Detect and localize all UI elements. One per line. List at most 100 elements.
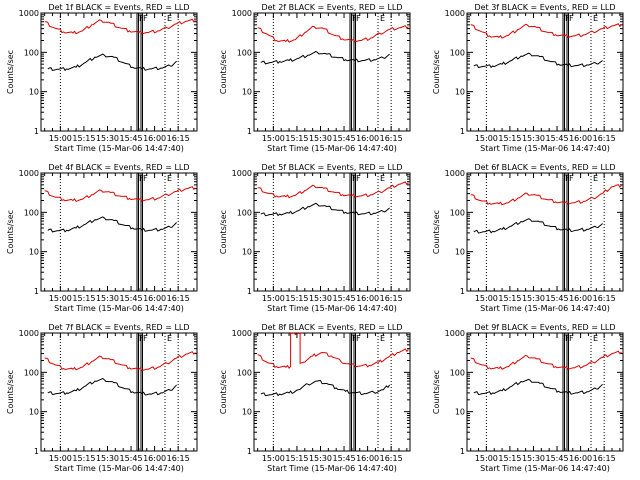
y-tick-label: 10 bbox=[455, 248, 465, 257]
y-tick-label: 1000 bbox=[445, 329, 465, 338]
y-tick-label: 1 bbox=[247, 287, 252, 296]
detector-panel-5: Det 5f BLACK = Events, RED = LLD 1 10 100 10… bbox=[219, 163, 411, 313]
x-tick-label: 15:45 bbox=[546, 134, 569, 143]
y-tick-label: 100 bbox=[237, 368, 252, 377]
y-tick-label: 10 bbox=[29, 88, 39, 97]
detector-panel-8: Det 8f BLACK = Events, RED = LLD 1 10 100 10… bbox=[219, 323, 411, 473]
x-tick-label: 16:15 bbox=[380, 134, 403, 143]
y-tick-label: 1 bbox=[460, 127, 465, 136]
y-tick-label: 100 bbox=[24, 208, 39, 217]
marker-label: E bbox=[593, 334, 598, 343]
y-tick-label: 1 bbox=[460, 287, 465, 296]
y-tick-label: 1000 bbox=[19, 329, 39, 338]
plot-frame bbox=[253, 332, 411, 452]
x-tick-label: 16:00 bbox=[569, 454, 592, 463]
events-series-line: BLACK = Events bbox=[260, 202, 390, 217]
x-tick-label: 15:15 bbox=[285, 294, 308, 303]
x-tick-label: 15:45 bbox=[120, 294, 143, 303]
detector-panel-1: Det 1f BLACK = Events, RED = LLD 1 10 100 10… bbox=[6, 3, 198, 153]
y-tick-label: 100 bbox=[450, 48, 465, 57]
y-axis-label: Counts/sec bbox=[6, 50, 15, 94]
y-tick-label: 1000 bbox=[445, 169, 465, 178]
detector-panel-2: Det 2f BLACK = Events, RED = LLD 1 10 100 10… bbox=[219, 3, 411, 153]
plot-frame bbox=[466, 332, 624, 452]
y-tick-label: 1000 bbox=[232, 9, 252, 18]
x-tick-label: 16:00 bbox=[143, 454, 166, 463]
panel-title: Det 3f BLACK = Events, RED = LLD bbox=[474, 3, 615, 12]
x-axis-label: Start Time (15-Mar-06 14:47:40) bbox=[267, 304, 397, 313]
x-tick-label: 15:45 bbox=[120, 134, 143, 143]
lld-series-line: RED = LLD bbox=[44, 186, 196, 203]
x-tick-label: 15:15 bbox=[72, 454, 95, 463]
marker-label: E bbox=[167, 14, 172, 23]
x-axis-label: Start Time (15-Mar-06 14:47:40) bbox=[267, 144, 397, 153]
x-axis-label: Start Time (15-Mar-06 14:47:40) bbox=[54, 144, 184, 153]
x-tick-label: 15:15 bbox=[285, 454, 308, 463]
plot-frame bbox=[40, 332, 198, 452]
lld-series-line: RED = LLD bbox=[44, 18, 196, 35]
y-tick-label: 10 bbox=[29, 248, 39, 257]
y-tick-label: 10 bbox=[242, 408, 252, 417]
x-tick-label: 15:15 bbox=[72, 134, 95, 143]
x-tick-label: 15:00 bbox=[262, 294, 285, 303]
y-tick-label: 10 bbox=[455, 88, 465, 97]
y-tick-label: 1 bbox=[34, 287, 39, 296]
x-axis-label: Start Time (15-Mar-06 14:47:40) bbox=[54, 464, 184, 473]
x-tick-label: 16:00 bbox=[356, 294, 379, 303]
x-tick-label: 16:15 bbox=[380, 454, 403, 463]
x-tick-label: 15:45 bbox=[333, 134, 356, 143]
x-tick-label: 15:15 bbox=[72, 294, 95, 303]
lld-series-line: RED = LLD bbox=[257, 25, 409, 43]
x-tick-label: 16:15 bbox=[167, 294, 190, 303]
y-tick-label: 100 bbox=[237, 208, 252, 217]
x-tick-label: 15:00 bbox=[262, 134, 285, 143]
x-tick-label: 16:00 bbox=[143, 134, 166, 143]
x-tick-label: 16:00 bbox=[356, 134, 379, 143]
x-tick-label: 15:15 bbox=[498, 134, 521, 143]
y-axis-label: Counts/sec bbox=[219, 210, 228, 254]
x-tick-label: 15:45 bbox=[333, 294, 356, 303]
y-tick-label: 10 bbox=[455, 408, 465, 417]
marker-label: E bbox=[167, 334, 172, 343]
x-tick-label: 16:15 bbox=[593, 454, 616, 463]
x-axis-label: Start Time (15-Mar-06 14:47:40) bbox=[480, 464, 610, 473]
x-tick-label: 16:00 bbox=[569, 294, 592, 303]
x-tick-label: 16:15 bbox=[167, 454, 190, 463]
detector-panel-6: Det 6f BLACK = Events, RED = LLD 1 10 100 10… bbox=[432, 163, 624, 313]
plot-frame bbox=[253, 12, 411, 132]
events-series-line: BLACK = Events bbox=[47, 216, 177, 233]
y-axis-label: Counts/sec bbox=[432, 210, 441, 254]
marker-label: F bbox=[569, 334, 574, 343]
x-tick-label: 15:00 bbox=[475, 134, 498, 143]
marker-label: F bbox=[356, 174, 361, 183]
detector-panel-3: Det 3f BLACK = Events, RED = LLD 1 10 100 10… bbox=[432, 3, 624, 153]
x-tick-label: 16:00 bbox=[356, 454, 379, 463]
detector-panel-9: Det 9f BLACK = Events, RED = LLD 1 10 100 10… bbox=[432, 323, 624, 473]
x-tick-label: 15:00 bbox=[49, 294, 72, 303]
events-series-line: BLACK = Events bbox=[47, 53, 177, 72]
x-tick-label: 15:00 bbox=[49, 134, 72, 143]
x-axis-label: Start Time (15-Mar-06 14:47:40) bbox=[480, 144, 610, 153]
panel-title: Det 8f BLACK = Events, RED = LLD bbox=[261, 323, 402, 332]
marker-label: E bbox=[380, 174, 385, 183]
plot-frame bbox=[466, 172, 624, 292]
x-tick-label: 16:00 bbox=[569, 134, 592, 143]
x-axis-label: Start Time (15-Mar-06 14:47:40) bbox=[267, 464, 397, 473]
plot-frame bbox=[40, 172, 198, 292]
detector-panel-7: Det 7f BLACK = Events, RED = LLD 1 10 100 10… bbox=[6, 323, 198, 473]
x-tick-label: 15:45 bbox=[546, 454, 569, 463]
x-tick-label: 15:00 bbox=[262, 454, 285, 463]
x-tick-label: 15:45 bbox=[546, 294, 569, 303]
lld-series-line: RED = LLD bbox=[470, 23, 622, 39]
x-tick-label: 15:30 bbox=[522, 454, 545, 463]
panel-title: Det 1f BLACK = Events, RED = LLD bbox=[48, 3, 189, 12]
y-tick-label: 1000 bbox=[19, 9, 39, 18]
panel-title: Det 9f BLACK = Events, RED = LLD bbox=[474, 323, 615, 332]
x-tick-label: 15:30 bbox=[309, 294, 332, 303]
marker-label: F bbox=[143, 14, 148, 23]
y-tick-label: 1 bbox=[247, 447, 252, 456]
x-tick-label: 16:00 bbox=[143, 294, 166, 303]
lld-series-line: RED = LLD bbox=[470, 350, 622, 370]
x-tick-label: 16:15 bbox=[593, 134, 616, 143]
x-tick-label: 15:30 bbox=[309, 454, 332, 463]
